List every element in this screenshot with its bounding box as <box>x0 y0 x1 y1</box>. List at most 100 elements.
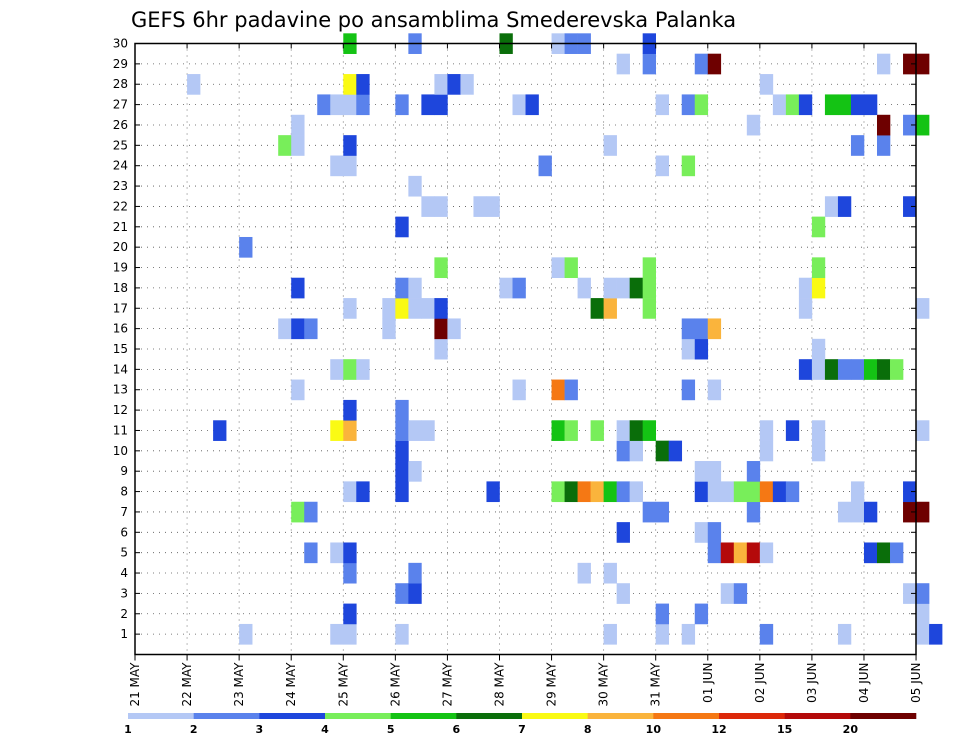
precip-cell <box>408 277 422 299</box>
precip-cell <box>746 461 761 482</box>
legend-swatch <box>193 713 260 719</box>
precip-cell <box>291 135 305 156</box>
precip-cell <box>655 440 670 462</box>
precip-cell <box>616 583 630 604</box>
precip-cell <box>564 379 578 401</box>
precip-cell <box>903 481 917 503</box>
precip-cell <box>330 94 344 116</box>
precip-cell <box>408 583 422 604</box>
precip-cell <box>916 298 930 319</box>
y-tick-label: 5 <box>120 546 128 560</box>
x-tick-label: 29 MAY <box>545 662 559 707</box>
precip-cell <box>395 298 409 319</box>
y-tick-label: 30 <box>113 37 128 51</box>
precip-cell <box>603 277 617 299</box>
y-tick-label: 14 <box>113 362 128 376</box>
legend-label: 8 <box>584 723 592 736</box>
precip-cell <box>395 623 409 645</box>
precip-cell <box>304 318 318 340</box>
precip-cell <box>890 359 904 380</box>
y-tick-label: 21 <box>113 220 128 234</box>
precip-cell <box>642 277 656 299</box>
precip-cell <box>876 114 891 136</box>
x-tick-label: 27 MAY <box>440 662 454 707</box>
legend-swatch <box>128 713 194 719</box>
grid-lines <box>134 43 917 655</box>
precip-cell <box>343 94 357 116</box>
precip-cell <box>876 135 891 156</box>
y-tick-label: 24 <box>113 159 128 173</box>
precip-cell <box>694 481 709 503</box>
precip-cell <box>890 542 904 564</box>
precip-cell <box>447 318 461 340</box>
precip-cell <box>903 53 917 75</box>
precip-cell <box>577 481 591 503</box>
precip-cell <box>785 94 800 116</box>
precip-cell <box>655 501 670 523</box>
precip-cell <box>330 155 344 177</box>
precip-cell <box>603 481 617 503</box>
precip-cell <box>642 257 656 279</box>
chart-title: GEFS 6hr padavine po ansamblima Smederev… <box>131 8 736 32</box>
precip-cell <box>616 53 630 75</box>
precip-cell <box>916 53 930 75</box>
legend-label: 12 <box>711 723 726 736</box>
y-tick-label: 11 <box>113 423 128 437</box>
precip-cell <box>343 603 357 625</box>
precip-cell <box>343 399 357 421</box>
x-tick-label: 21 MAY <box>128 662 142 707</box>
precip-cell <box>642 298 656 319</box>
x-tick-label: 23 MAY <box>232 662 246 707</box>
precip-cell <box>707 542 722 564</box>
y-tick-label: 3 <box>120 586 128 600</box>
precip-cell <box>408 298 422 319</box>
precip-cell <box>694 338 709 360</box>
precip-cell <box>785 481 800 503</box>
y-tick-label: 29 <box>113 57 128 71</box>
precip-cell <box>421 420 435 441</box>
precip-cells <box>187 33 943 645</box>
y-tick-label: 23 <box>113 179 128 193</box>
precip-cell <box>616 481 630 503</box>
x-tick-label: 01 JUN <box>701 663 715 703</box>
precip-cell <box>759 481 774 503</box>
precip-cell <box>629 440 643 462</box>
precip-cell <box>382 298 396 319</box>
precip-cell <box>343 298 357 319</box>
precip-cell <box>694 318 709 340</box>
precip-cell <box>916 623 930 645</box>
precip-cell <box>603 562 617 584</box>
precip-cell <box>408 175 422 197</box>
precip-cell <box>694 94 709 116</box>
precip-cell <box>681 338 696 360</box>
precip-cell <box>343 135 357 156</box>
precip-cell <box>655 623 670 645</box>
precip-cell <box>746 481 761 503</box>
precip-cell <box>395 277 409 299</box>
precip-cell <box>681 379 696 401</box>
precip-cell <box>850 501 865 523</box>
precip-cell <box>720 481 735 503</box>
precip-cell <box>291 501 305 523</box>
precip-cell <box>759 74 774 95</box>
precip-cell <box>421 196 435 217</box>
precip-cell <box>434 94 448 116</box>
precip-cell <box>486 196 500 217</box>
precip-cell <box>330 623 344 645</box>
precip-cell <box>916 603 930 625</box>
precip-cell <box>278 318 292 340</box>
precip-cell <box>629 277 643 299</box>
precip-cell <box>213 420 227 441</box>
precip-cell <box>343 481 357 503</box>
precip-cell <box>343 623 357 645</box>
precip-cell <box>707 461 722 482</box>
precip-cell <box>759 420 774 441</box>
precip-cell <box>317 94 331 116</box>
precip-cell <box>759 542 774 564</box>
precip-cell <box>681 623 696 645</box>
precip-cell <box>395 420 409 441</box>
precip-cell <box>655 603 670 625</box>
precip-cell <box>733 583 748 604</box>
precip-cell <box>642 53 656 75</box>
y-tick-label: 26 <box>113 118 128 132</box>
